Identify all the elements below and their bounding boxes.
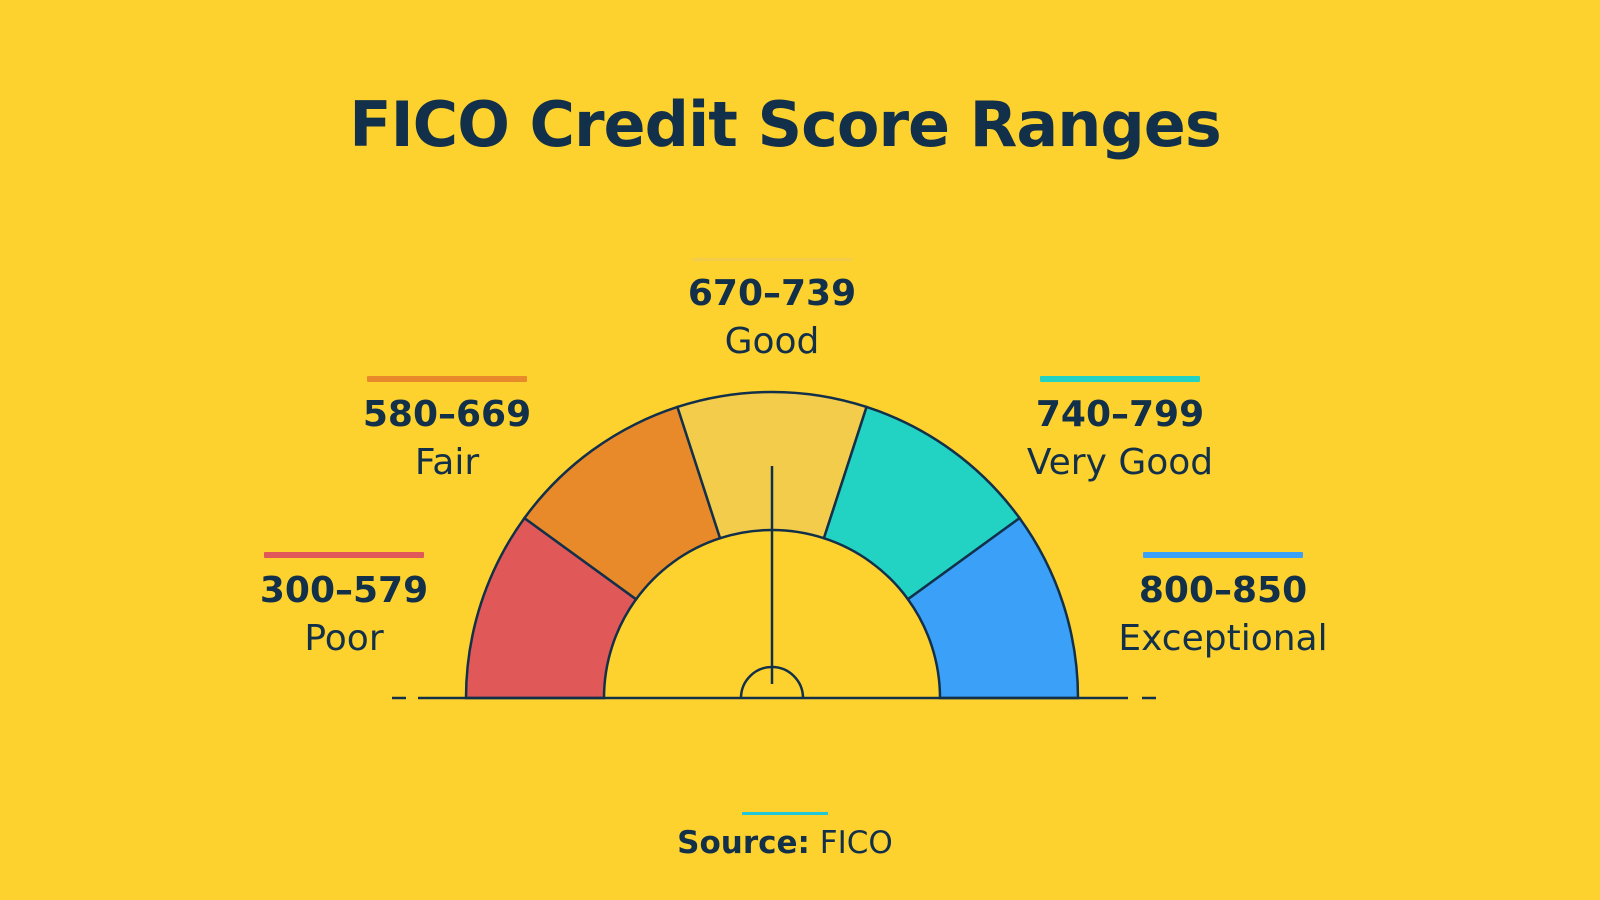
source-divider [742, 812, 828, 815]
range-name: Good [724, 321, 820, 362]
source-label: Source: [677, 825, 810, 861]
color-bar [367, 376, 527, 382]
color-bar [1040, 376, 1200, 382]
range-value: 300–579 [259, 570, 429, 611]
range-name: Fair [414, 442, 480, 483]
range-name: Exceptional [1118, 618, 1328, 659]
range-label-fair: 580–669 Fair [317, 376, 577, 488]
range-name: Poor [304, 618, 384, 659]
page-title: FICO Credit Score Ranges [349, 88, 1221, 161]
range-value: 800–850 [1138, 570, 1308, 611]
range-name: Very Good [1026, 442, 1214, 483]
range-value: 670–739 [687, 273, 857, 314]
color-bar [1143, 552, 1303, 558]
source: Source: FICO [0, 812, 1570, 861]
range-label-good: 670–739 Good [642, 258, 902, 367]
range-value: 580–669 [362, 394, 532, 435]
color-bar [264, 552, 424, 558]
range-label-very-good: 740–799 Very Good [990, 376, 1250, 488]
color-bar [692, 258, 852, 261]
range-label-exceptional: 800–850 Exceptional [1093, 552, 1353, 664]
source-value: FICO [819, 825, 893, 861]
range-label-poor: 300–579 Poor [214, 552, 474, 664]
range-value: 740–799 [1035, 394, 1205, 435]
